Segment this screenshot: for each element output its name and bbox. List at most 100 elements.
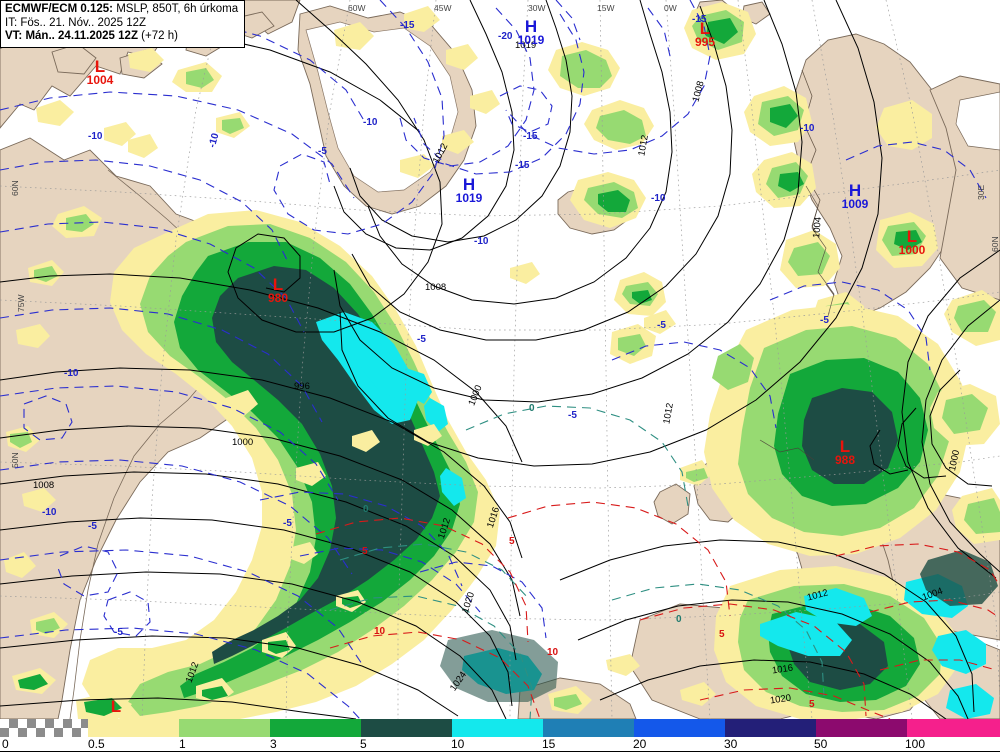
colorbar-tick: 3 xyxy=(270,737,277,751)
low-letter: L xyxy=(110,697,122,716)
pressure-high-marker[interactable]: H 1009 xyxy=(835,182,875,210)
temp-label: -10 xyxy=(88,131,103,142)
isobar-label: 1000 xyxy=(232,437,254,448)
isobar-label: 1008 xyxy=(33,480,55,491)
coastline-overlay xyxy=(759,185,835,461)
colorbar-band-50-100 xyxy=(816,719,907,737)
precip-core-cyan-5 xyxy=(440,468,466,506)
colorbar-band-over-100 xyxy=(907,719,1000,737)
pressure-high-marker[interactable]: H 1019 xyxy=(511,18,551,46)
pressure-high-marker[interactable]: H 1019 xyxy=(449,176,489,204)
graticule-label-top: 30W xyxy=(528,3,546,13)
isobar-label: 1008 xyxy=(425,282,447,293)
graticule-label-right: 30E xyxy=(976,184,986,200)
temp-label-positive: 10 xyxy=(374,626,386,637)
pressure-low-marker[interactable]: L 995 xyxy=(686,20,724,48)
low-value: 980 xyxy=(267,291,289,305)
colorbar-band-1-3 xyxy=(179,719,270,737)
low-value: 995 xyxy=(694,35,716,49)
temp-label: -10 xyxy=(363,117,378,128)
temp-label-zero: 0 xyxy=(676,614,682,625)
pressure-low-marker[interactable]: L xyxy=(104,698,128,715)
high-letter: H xyxy=(462,175,476,194)
temp-label: -15 xyxy=(515,160,530,171)
colorbar-band-15-20 xyxy=(543,719,634,737)
temp-label: -10 xyxy=(474,236,489,247)
graticule-label-top: 45W xyxy=(434,3,452,13)
graticule-label-left: 60N xyxy=(10,180,20,196)
precip-patches-northwest xyxy=(4,48,250,719)
graticule-label-top: 0W xyxy=(664,3,677,13)
precip-core-cyan-3 xyxy=(402,368,432,404)
temp-label: -5 xyxy=(88,521,97,532)
pressure-low-marker[interactable]: L 1000 xyxy=(892,228,932,256)
isobar-label: 1019 xyxy=(515,40,537,51)
temp-label-positive: 5 xyxy=(719,629,725,640)
high-letter: H xyxy=(524,17,538,36)
colorbar-tick: 30 xyxy=(724,737,738,751)
graticule-label-left: 75W xyxy=(16,294,26,312)
temp-label: -15 xyxy=(523,131,538,142)
temp-label: -10 xyxy=(42,507,57,518)
low-letter: L xyxy=(699,19,711,38)
colorbar-band-20-30 xyxy=(634,719,725,737)
temp-label-zero: 0 xyxy=(529,403,535,414)
graticule xyxy=(0,0,1000,719)
temp-label: -5 xyxy=(114,627,123,638)
lead-time: (+72 h) xyxy=(141,30,178,43)
graticule-label-top: 15W xyxy=(597,3,615,13)
header-line-validtime: VT: Mán.. 24.11.2025 12Z (+72 h) xyxy=(5,30,238,44)
temp-label: -15 xyxy=(400,20,415,31)
pressure-low-marker[interactable]: L 980 xyxy=(259,276,297,304)
colorbar-band-3-5 xyxy=(270,719,361,737)
temp-label: -10 xyxy=(651,193,666,204)
low-letter: L xyxy=(906,227,918,246)
colorbar-band-5-10 xyxy=(361,719,452,737)
colorbar-tick: 5 xyxy=(360,737,367,751)
temp-contours-positive xyxy=(315,501,1000,719)
temp-label: -10 xyxy=(64,368,79,379)
init-time: IT: Fös.. 21. Nóv.. 2025 12Z xyxy=(5,16,147,29)
low-value: 988 xyxy=(834,453,856,467)
colorbar-tick: 1 xyxy=(179,737,186,751)
isobar-label: 1004 xyxy=(811,216,824,239)
colorbar-band-10-15 xyxy=(452,719,543,737)
temp-label: -5 xyxy=(820,315,829,326)
precip-patches-scandinavia xyxy=(684,2,938,344)
model-name: ECMWF/ECM 0.125: xyxy=(5,3,113,15)
temp-label-positive: 5 xyxy=(509,536,515,547)
temp-label: -15 xyxy=(692,14,707,25)
low-letter: L xyxy=(272,275,284,294)
weather-map-canvas[interactable]: 75W 60W 45W 30W 15W 0W 60N 75W 50N 30E 6… xyxy=(0,0,1000,719)
header-line-model: ECMWF/ECM 0.125: MSLP, 850T, 6h úrkoma xyxy=(5,3,238,17)
graticule-label-right: 60N xyxy=(990,236,1000,252)
temp-label: -20 xyxy=(498,31,513,42)
colorbar-tick: 10 xyxy=(451,737,465,751)
temp-contour-zero xyxy=(329,405,825,719)
temp-label-positive: 5 xyxy=(362,546,368,557)
colorbar-band-transparent xyxy=(0,719,88,737)
low-letter: L xyxy=(839,437,851,456)
temp-label: -5 xyxy=(657,320,666,331)
temp-label-positive: 10 xyxy=(547,647,559,658)
precipitation-colorbar[interactable]: 0 0.5 1 3 5 10 15 20 30 50 100 xyxy=(0,719,1000,752)
precipitation-field xyxy=(4,2,1000,719)
colorbar-tick: 20 xyxy=(633,737,647,751)
pressure-low-marker[interactable]: L 988 xyxy=(826,438,864,466)
high-value: 1019 xyxy=(517,33,545,47)
precip-core-cyan-4 xyxy=(424,398,448,432)
map-info-header: ECMWF/ECM 0.125: MSLP, 850T, 6h úrkoma I… xyxy=(0,0,246,48)
temp-label: -5 xyxy=(283,518,292,529)
temp-contours-negative xyxy=(0,0,987,719)
pressure-low-marker[interactable]: L 1004 xyxy=(80,58,120,86)
colorbar-bands xyxy=(0,719,1000,737)
precip-patches-iceland xyxy=(548,42,666,364)
temp-label: -5 xyxy=(568,410,577,421)
temp-label-positive: 5 xyxy=(809,699,815,710)
precip-spiral-lowcentre xyxy=(704,290,1000,556)
colorbar-tick-labels: 0 0.5 1 3 5 10 15 20 30 50 100 xyxy=(0,737,1000,752)
isobar-label: 996 xyxy=(294,381,310,392)
low-value: 1004 xyxy=(86,73,114,87)
colorbar-tick: 0 xyxy=(2,737,9,751)
